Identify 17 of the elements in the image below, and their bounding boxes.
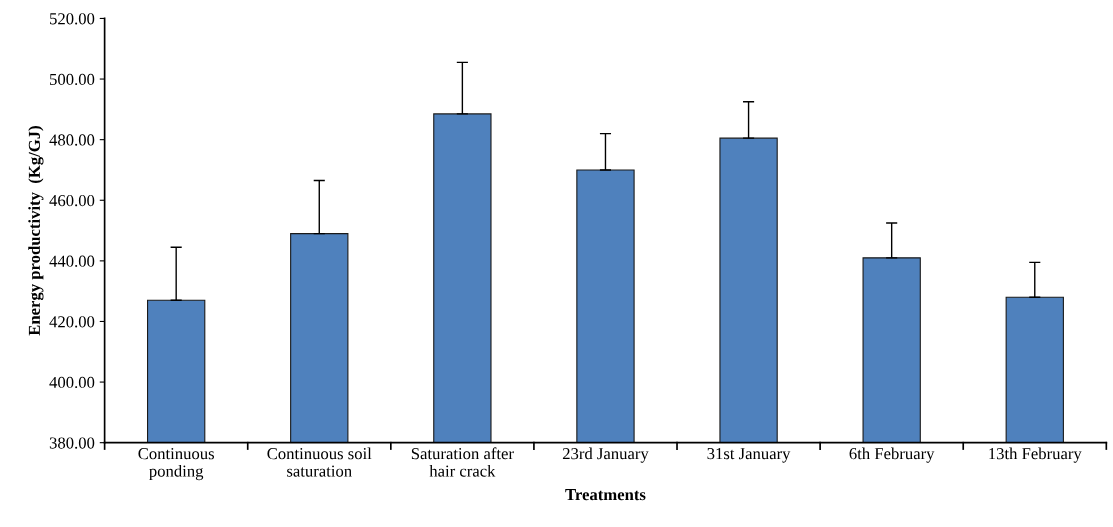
x-axis-title: Treatments: [565, 489, 646, 501]
x-tick-label: Saturation after hair crack: [411, 447, 514, 477]
x-tick-label: 13th February: [989, 447, 1082, 463]
x-tick-label: 31st January: [707, 448, 791, 463]
y-tick-label: 440.00: [49, 255, 95, 267]
y-tick-label: 420.00: [49, 316, 95, 328]
x-tick-label: Continuous soil saturation: [267, 447, 372, 477]
y-tick-label: 520.00: [50, 13, 95, 25]
y-tick-label: 400.00: [49, 376, 95, 389]
y-tick-label: 480.00: [49, 134, 95, 146]
x-tick-label: 6th February: [849, 447, 935, 463]
x-tick-label: 23rd January: [562, 447, 649, 463]
y-tick-label: 460.00: [49, 194, 95, 207]
y-tick-label: 500.00: [50, 73, 95, 86]
x-tick-label: Continuous ponding: [138, 448, 214, 481]
y-axis-title: Energy productivity (Kg/GJ): [28, 126, 44, 336]
y-tick-label: 380.00: [49, 437, 95, 449]
